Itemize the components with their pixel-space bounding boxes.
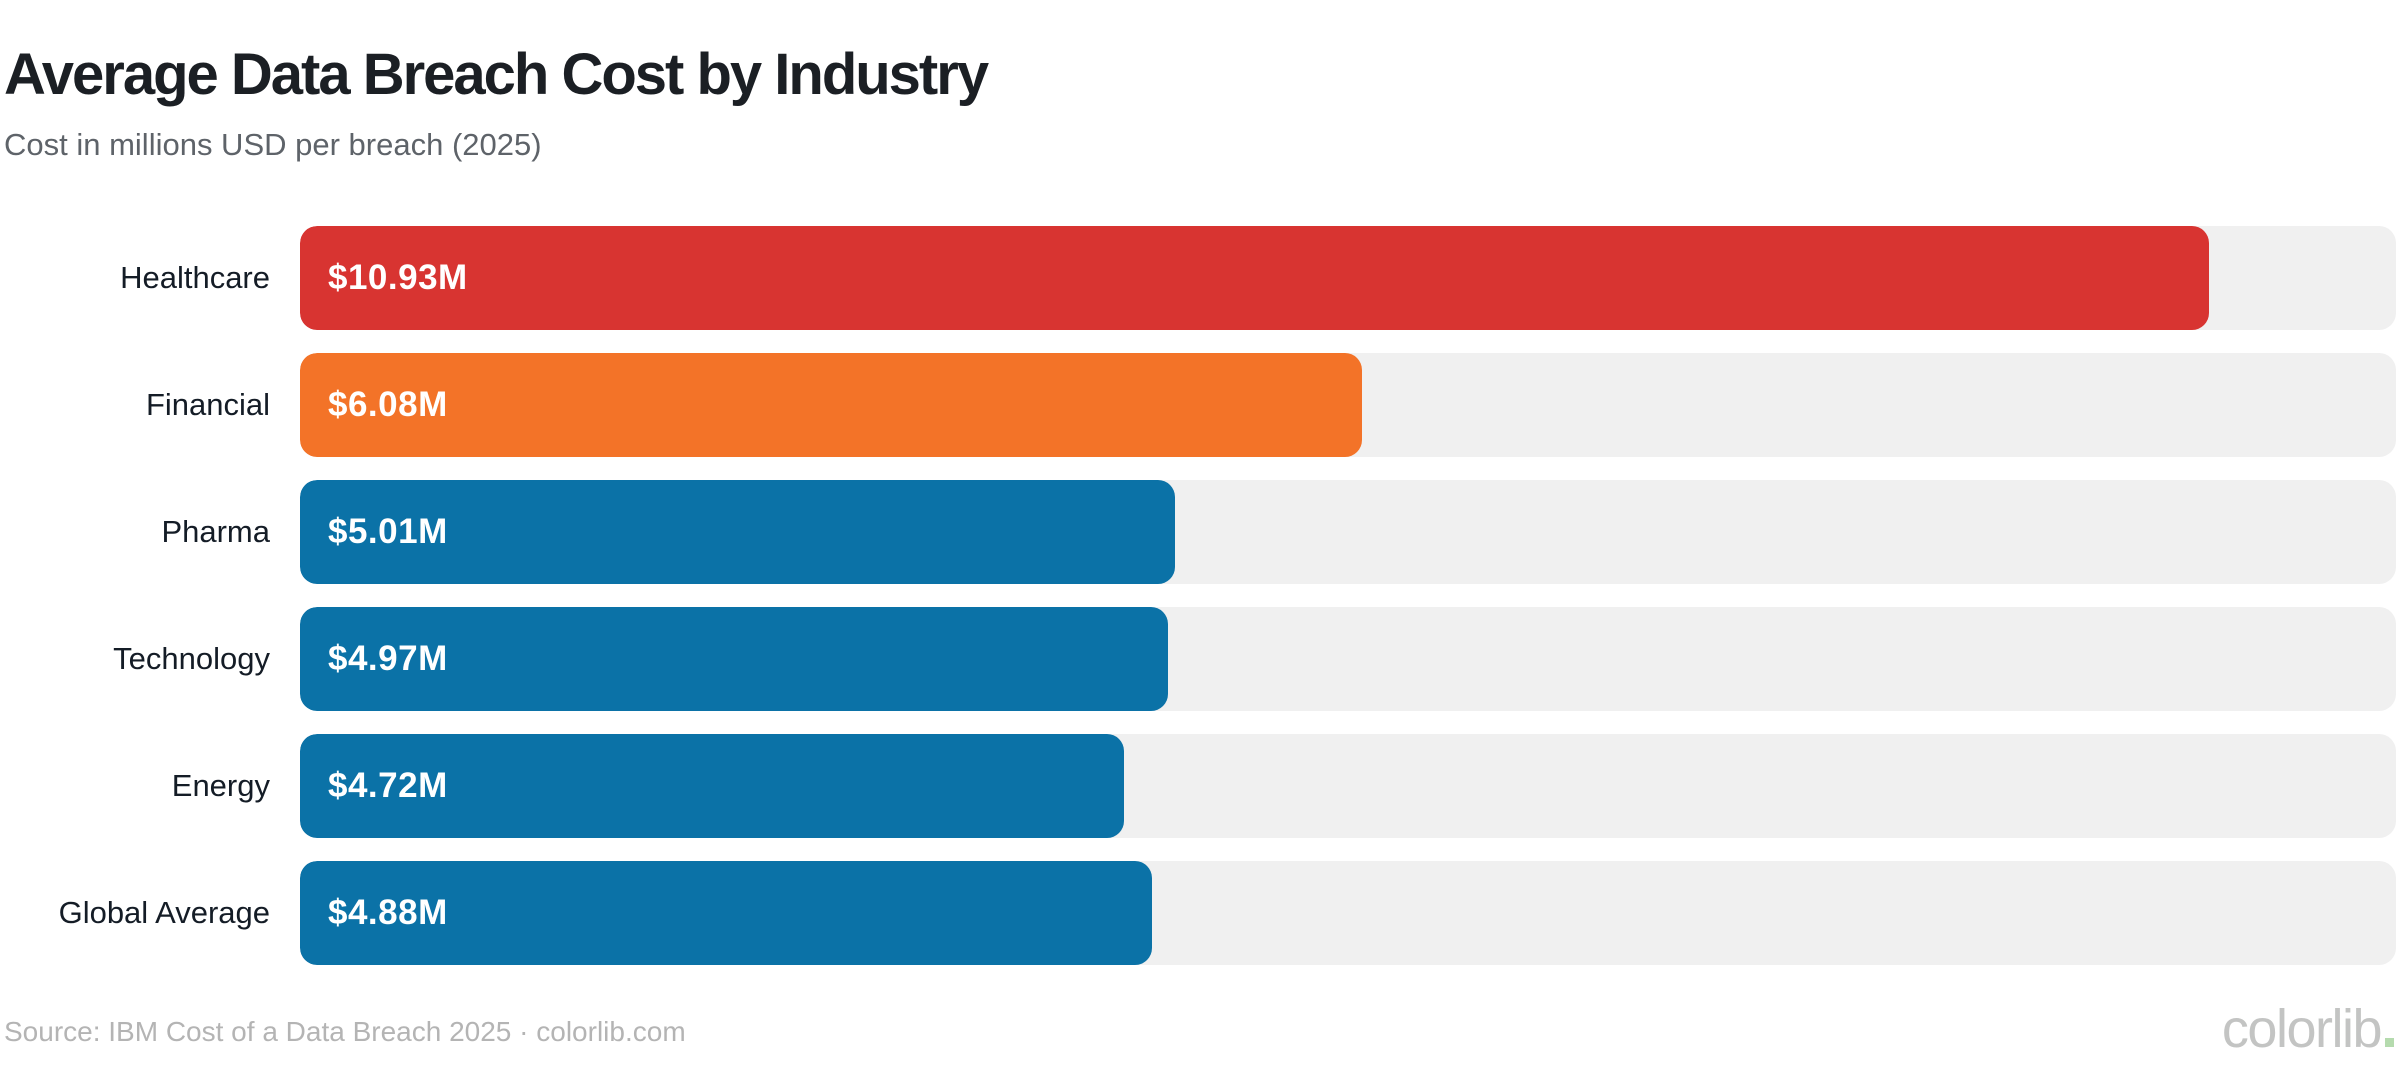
bar-pharma: $5.01M — [300, 480, 1176, 584]
bar-value-label-pharma: $5.01M — [328, 512, 448, 551]
chart-row-energy: Energy $4.72M — [0, 734, 2396, 838]
category-label-global-average: Global Average — [58, 895, 270, 930]
chart-footer: Source: IBM Cost of a Data Breach 2025 ·… — [4, 1002, 2394, 1056]
bar-global-average: $4.88M — [300, 861, 1153, 965]
bar-value-label-financial: $6.08M — [328, 385, 448, 424]
bar-healthcare: $10.93M — [300, 226, 2210, 330]
bar-track-global-average: $4.88M — [300, 861, 2396, 965]
logo-dot — [2385, 1038, 2394, 1047]
chart-row-financial: Financial $6.08M — [0, 353, 2396, 457]
chart-row-pharma: Pharma $5.01M — [0, 480, 2396, 584]
bar-technology: $4.97M — [300, 607, 1169, 711]
bar-track-technology: $4.97M — [300, 607, 2396, 711]
bar-track-energy: $4.72M — [300, 734, 2396, 838]
category-label-financial: Financial — [145, 387, 270, 422]
colorlib-logo: colorlib — [2222, 1002, 2394, 1056]
chart-row-technology: Technology $4.97M — [0, 607, 2396, 711]
bar-value-label-global-average: $4.88M — [328, 893, 448, 932]
bar-track-financial: $6.08M — [300, 353, 2396, 457]
bar-financial: $6.08M — [300, 353, 1363, 457]
category-label-energy: Energy — [171, 768, 270, 803]
page-subtitle: Cost in millions USD per breach (2025) — [4, 126, 542, 162]
logo-text: colorlib — [2221, 999, 2383, 1059]
page-title: Average Data Breach Cost by Industry — [4, 42, 989, 107]
category-label-pharma: Pharma — [161, 514, 270, 549]
bar-track-healthcare: $10.93M — [300, 226, 2396, 330]
bar-value-label-technology: $4.97M — [328, 639, 448, 678]
bar-value-label-energy: $4.72M — [328, 766, 448, 805]
chart-header: Average Data Breach Cost by Industry Cos… — [4, 40, 2396, 163]
category-label-healthcare: Healthcare — [120, 260, 270, 295]
bar-track-pharma: $5.01M — [300, 480, 2396, 584]
source-note: Source: IBM Cost of a Data Breach 2025 ·… — [4, 1016, 686, 1047]
bar-chart: Healthcare $10.93M Financial $6.08M Pharma $5… — [0, 226, 2396, 965]
bar-energy: $4.72M — [300, 734, 1125, 838]
bar-value-label-healthcare: $10.93M — [328, 258, 468, 297]
category-label-technology: Technology — [113, 641, 270, 676]
chart-row-global-average: Global Average $4.88M — [0, 861, 2396, 965]
chart-row-healthcare: Healthcare $10.93M — [0, 226, 2396, 330]
